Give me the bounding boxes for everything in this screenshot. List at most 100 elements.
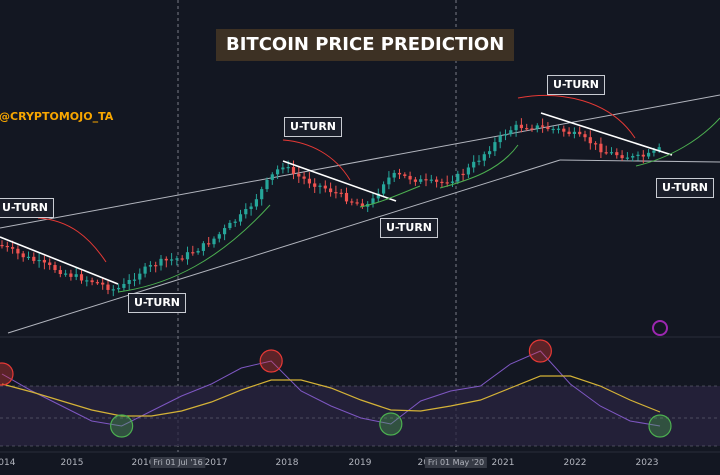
candle-body — [53, 265, 57, 271]
uturn-arc-1 — [37, 217, 107, 263]
x-tick-2017: 2017 — [204, 458, 228, 468]
candle-body — [397, 172, 402, 175]
candle-body — [318, 185, 322, 187]
oscillator-average-line — [1, 375, 661, 417]
candle-body — [488, 151, 492, 155]
candle-body — [244, 209, 248, 215]
x-tick-2019: 2019 — [348, 458, 372, 468]
candle-body — [122, 283, 126, 288]
oscillator-turn-marker — [528, 339, 552, 363]
candle-body — [599, 143, 603, 153]
oscillator-turn-marker — [0, 362, 14, 386]
uptrend-curve-2 — [359, 185, 421, 208]
candle-body — [620, 155, 624, 159]
candle-body — [254, 199, 258, 207]
candle-body — [503, 134, 508, 136]
oscillator-line — [1, 350, 661, 427]
candle-body — [350, 201, 354, 203]
x-tick-2015: 2015 — [60, 458, 84, 468]
candle-body — [334, 192, 338, 194]
candle-body — [466, 167, 470, 175]
candle-body — [541, 125, 545, 127]
uptrend-curve-4 — [635, 117, 720, 167]
candle-body — [413, 179, 417, 182]
candle-body — [360, 203, 364, 207]
candle-body — [286, 167, 290, 169]
candle-body — [445, 182, 449, 184]
uturn-label-1: U-TURN — [0, 198, 54, 218]
channel-upper-line — [0, 94, 720, 229]
candle-body — [535, 125, 539, 129]
candle-body — [382, 184, 386, 194]
candle-body — [85, 280, 89, 282]
candle-body — [519, 124, 523, 129]
candle-body — [260, 189, 264, 200]
candle-body — [223, 228, 227, 235]
candle-body — [498, 135, 502, 143]
x-tick-2021: 2021 — [491, 458, 515, 468]
uturn-label-4: U-TURN — [380, 218, 438, 238]
crosshair-date-tag-2: Fri 01 May '20 — [424, 457, 488, 468]
candle-body — [201, 243, 205, 251]
candle-body — [636, 154, 640, 157]
candle-body — [291, 167, 296, 174]
candle-body — [435, 179, 439, 182]
candle-body — [567, 131, 571, 134]
candle-body — [58, 270, 62, 275]
purple-badge-icon[interactable] — [652, 320, 668, 336]
candle-body — [48, 262, 52, 266]
candle-body — [111, 289, 115, 291]
candle-body — [117, 287, 121, 290]
candle-body — [249, 206, 253, 210]
chart-title: BITCOIN PRICE PREDICTION — [216, 29, 515, 61]
candle-body — [16, 248, 20, 254]
candle-body — [482, 154, 486, 161]
x-tick-2023: 2023 — [635, 458, 659, 468]
candle-body — [403, 174, 407, 176]
candle-body — [625, 157, 629, 159]
candle-body — [0, 245, 4, 247]
candle-body — [562, 128, 566, 132]
candle-body — [313, 183, 317, 187]
candle-body — [159, 258, 163, 266]
candle-body — [604, 152, 608, 154]
candle-body — [228, 222, 232, 229]
candle-body — [588, 137, 592, 144]
candle-body — [270, 174, 274, 180]
candle-body — [42, 259, 46, 263]
candle-body — [95, 282, 99, 284]
candle-body — [297, 173, 301, 177]
candle-body — [164, 258, 168, 261]
candle-body — [143, 266, 147, 274]
candle-body — [212, 238, 216, 245]
candle-body — [101, 282, 105, 285]
candle-body — [514, 124, 518, 131]
candle-body — [355, 202, 359, 204]
candle-body — [196, 250, 200, 253]
uturn-arc-2 — [282, 139, 351, 181]
candle-body — [509, 130, 513, 135]
candle-body — [477, 160, 481, 162]
oscillator-turn-marker — [648, 414, 672, 438]
candle-body — [631, 156, 635, 158]
downtrend-line-2 — [282, 160, 397, 202]
candle-body — [265, 179, 269, 190]
candle-body — [456, 173, 460, 182]
candle-body — [5, 245, 9, 248]
candle-body — [276, 169, 280, 175]
candle-body — [154, 265, 158, 267]
candle-body — [329, 188, 333, 193]
candle-body — [572, 131, 576, 134]
uturn-label-3: U-TURN — [284, 117, 342, 137]
candle-body — [233, 221, 237, 223]
candle-body — [148, 265, 152, 267]
x-tick-2018: 2018 — [275, 458, 299, 468]
candle-body — [419, 179, 423, 182]
uturn-arc-3 — [517, 95, 636, 139]
oscillator-turn-marker — [110, 414, 134, 438]
candle-body — [578, 131, 582, 135]
candle-body — [238, 214, 243, 222]
candle-body — [106, 284, 110, 290]
candle-body — [132, 279, 137, 281]
candle-body — [408, 175, 412, 180]
